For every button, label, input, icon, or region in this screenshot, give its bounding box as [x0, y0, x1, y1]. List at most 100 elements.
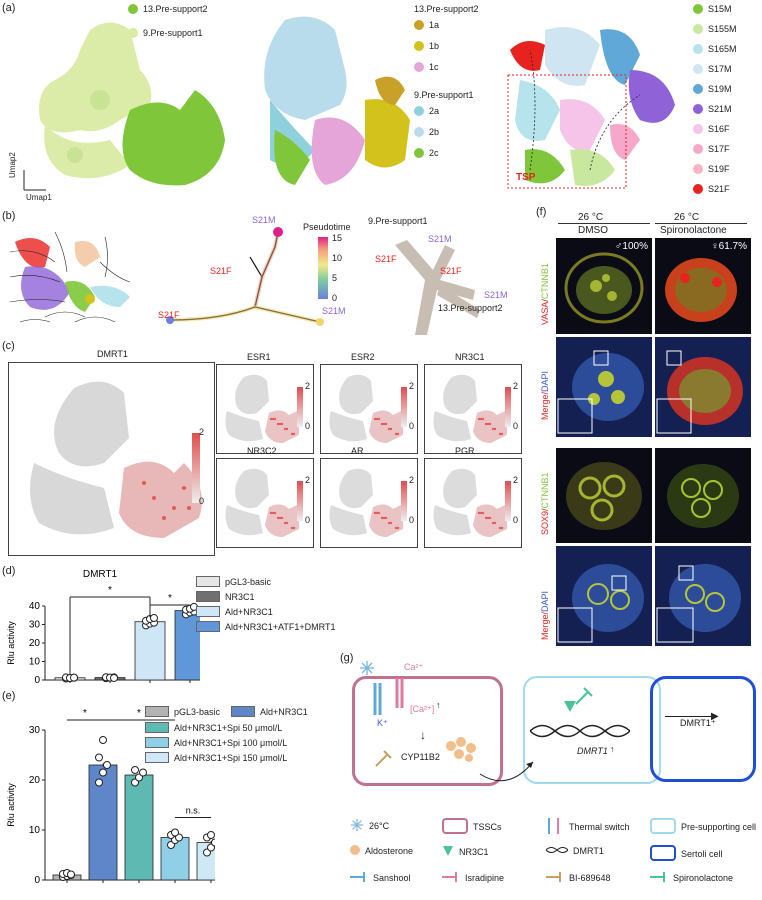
sig-star: * [137, 708, 141, 719]
traj-s21m-right: S21M [322, 306, 346, 316]
legend-swatch [145, 752, 169, 763]
legend-label: NR3C1 [459, 847, 489, 857]
legend-g-item: Isradipine [442, 872, 504, 884]
colorbar-max: 2 [409, 381, 415, 391]
legend-g: 26°C TSSCs Thermal switch Pre-supporting ce… [350, 816, 760, 896]
dmrt1-feature-plot: DMRT1 2 0 [8, 349, 215, 556]
data-point [67, 870, 75, 879]
legend-dot [414, 106, 424, 116]
panel-d-letter: (d) [2, 565, 16, 577]
stage-legend-item: S21M [693, 104, 732, 114]
legend-g-item: Spironolactone [650, 872, 733, 884]
legend-swatch [145, 722, 169, 733]
data-point [207, 831, 215, 839]
legend-d-item: Ald+NR3C1+ATF1+DMRT1 [196, 621, 335, 632]
col2-temp: 26 °C [674, 212, 700, 223]
colorbar-max: 2 [305, 381, 311, 391]
branch-s21m-top: S21M [428, 234, 452, 244]
colorbar-max: 2 [513, 475, 519, 485]
nr3c1-triangle-icon [442, 845, 454, 859]
legend-swatch [196, 621, 220, 632]
colorbar-max: 2 [305, 475, 311, 485]
umap-subclusters-mid [264, 16, 410, 185]
data-point [139, 768, 147, 777]
stage-label: S15M [708, 4, 732, 14]
arrow-head: ▶ [711, 711, 719, 722]
data-point [70, 673, 78, 682]
colorbar-max: 2 [513, 381, 519, 391]
legend-label: Thermal switch [569, 822, 630, 832]
branch-s21f-left: S21F [375, 254, 397, 264]
tssc-cell [352, 676, 503, 786]
sanshool-icon [350, 872, 368, 884]
spironolactone-inhibitor-icon [575, 687, 593, 705]
legend-dot [414, 148, 424, 158]
dmrt1-cb-min: 0 [199, 496, 205, 506]
legend-e-item: Ald+NR3C1 [231, 706, 308, 717]
dmrt1-up-arrow: ↑ [610, 744, 615, 754]
legend-d-item: NR3C1 [196, 591, 255, 602]
dmrt1-umap [30, 381, 202, 538]
branch-s21m-bottom: S21M [484, 290, 508, 300]
legend-swatch [145, 737, 169, 748]
thermal-switch-icon [546, 818, 564, 836]
legend-e-item: Ald+NR3C1+Spi 100 μmol/L [145, 737, 287, 748]
legend-label: Ald+NR3C1+ATF1+DMRT1 [225, 621, 336, 632]
micrograph-dmso-vasa: ♂100% [556, 238, 652, 334]
y-tick-label: 30 [29, 620, 41, 631]
legend-label: pGL3-basic [225, 576, 272, 587]
feature-plot-ar: AR 2 0 [320, 446, 418, 548]
legend-d-item: Ald+NR3C1 [196, 606, 273, 617]
dmrt1-colorbar [192, 433, 200, 503]
legend-label: BI-689648 [569, 873, 611, 883]
legend-g-item: NR3C1 [442, 845, 489, 859]
pct-male: ♂100% [614, 241, 648, 252]
bi-icon [546, 872, 564, 884]
arrow-to-sertoli [665, 716, 715, 717]
legend-label: Aldosterone [365, 846, 414, 856]
gene-title: NR3C2 [247, 446, 277, 456]
legend-g-item: DMRT1 [545, 845, 604, 857]
ca-label: Ca²⁺ [404, 662, 424, 672]
col1-temp: 26 °C [578, 212, 604, 223]
ca-up-arrow: ↑ [436, 700, 441, 710]
stage-legend-item: S21F [693, 184, 730, 194]
col2-treat: Spironolactone [660, 225, 727, 236]
pseudotime-tick: 5 [332, 273, 338, 283]
legend-e-item: Ald+NR3C1+Spi 50 μmol/L [145, 722, 282, 733]
feature-plot-esr2: ESR2 2 0 [320, 352, 418, 454]
legend-1a: 1a [414, 20, 439, 30]
legend-label: Ald+NR3C1+Spi 50 μmol/L [174, 722, 283, 733]
micrograph-spi-sox9 [655, 448, 751, 543]
colorbar-min: 0 [513, 515, 519, 525]
cyp-label: CYP11B2 [401, 752, 440, 762]
panel-c-letter: (c) [2, 340, 15, 352]
legend-dot [693, 104, 703, 114]
dna-icon [545, 845, 569, 857]
stage-legend-item: S17M [693, 64, 732, 74]
data-point [171, 828, 179, 837]
dna-icon [530, 724, 630, 738]
presupport-box-icon [650, 818, 676, 836]
stage-legend-item: S19M [693, 84, 732, 94]
colorbar [505, 481, 511, 521]
data-point [211, 838, 215, 847]
bar [124, 774, 154, 881]
mid-group2-title: 9.Pre-support1 [414, 90, 474, 100]
data-point [95, 753, 103, 762]
stage-label: S16F [708, 124, 730, 134]
y-axis-label: Rlu activity [6, 783, 16, 827]
down-arrow-ca: ↓ [420, 728, 426, 742]
stage-legend-item: S15M [693, 4, 732, 14]
aldosterone-cluster [446, 737, 476, 762]
pseudotime-tick: 15 [332, 233, 343, 243]
branch-s21f-mid: S21F [440, 266, 462, 276]
col1-treat: DMSO [578, 225, 608, 236]
legend-2b: 2b [414, 127, 439, 137]
stage-legend-item: S165M [693, 44, 737, 54]
colorbar-min: 0 [409, 421, 415, 431]
branch-pre-support2: 13.Pre-support2 [438, 303, 503, 313]
stage-label: S19F [708, 164, 730, 174]
legend-label: NR3C1 [225, 591, 255, 602]
gene-title: AR [351, 446, 364, 456]
